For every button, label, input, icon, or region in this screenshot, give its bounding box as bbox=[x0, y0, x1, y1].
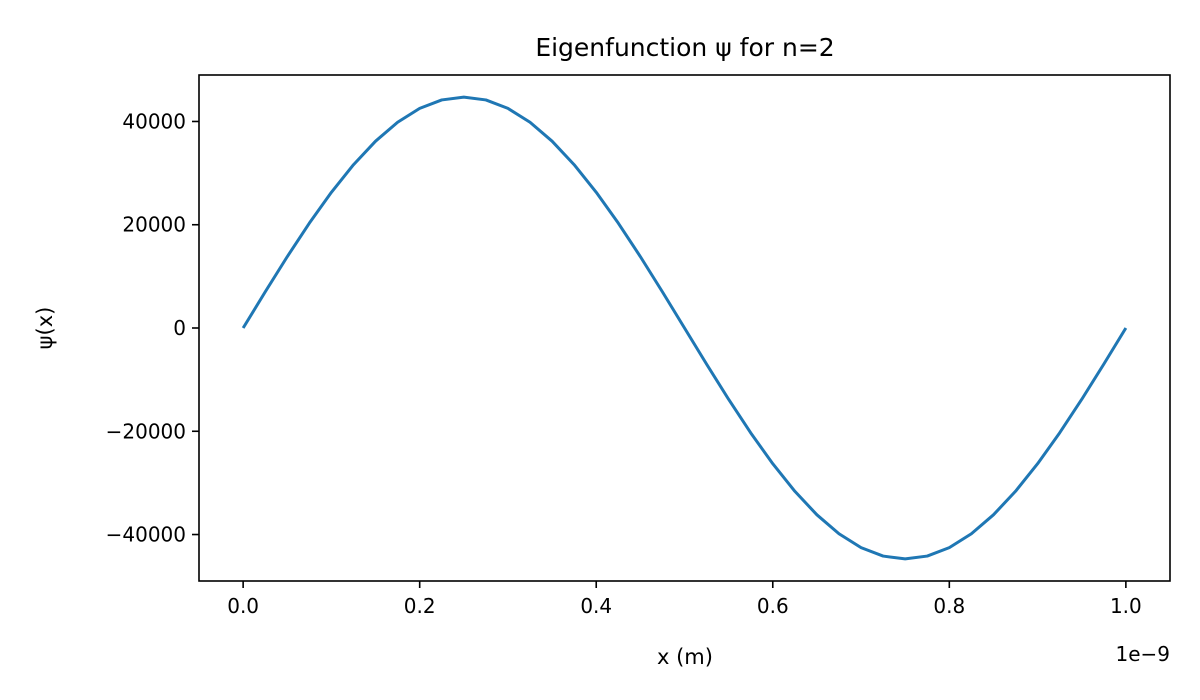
x-axis-ticks: 0.0 0.2 0.4 0.6 0.8 1.0 bbox=[227, 581, 1142, 618]
x-tick-label-1: 0.2 bbox=[404, 594, 436, 618]
x-axis-offset-label: 1e−9 bbox=[1115, 642, 1170, 666]
y-tick-label-3: −20000 bbox=[106, 419, 186, 443]
x-axis-label: x (m) bbox=[657, 645, 713, 669]
x-tick-label-5: 1.0 bbox=[1110, 594, 1142, 618]
y-tick-label-4: −40000 bbox=[106, 523, 186, 547]
x-tick-label-3: 0.6 bbox=[757, 594, 789, 618]
y-tick-label-1: 20000 bbox=[122, 213, 186, 237]
y-tick-label-2: 0 bbox=[173, 316, 186, 340]
x-tick-label-0: 0.0 bbox=[227, 594, 259, 618]
series-layer bbox=[241, 95, 1128, 561]
series-line-1 bbox=[241, 95, 1128, 561]
x-tick-label-4: 0.8 bbox=[933, 594, 965, 618]
y-tick-label-0: 40000 bbox=[122, 109, 186, 133]
x-tick-label-2: 0.4 bbox=[580, 594, 612, 618]
y-axis-ticks: 40000 20000 0 −20000 −40000 bbox=[106, 109, 199, 547]
chart-title: Eigenfunction ψ for n=2 bbox=[535, 33, 834, 62]
y-axis-label: ψ(x) bbox=[33, 307, 57, 350]
